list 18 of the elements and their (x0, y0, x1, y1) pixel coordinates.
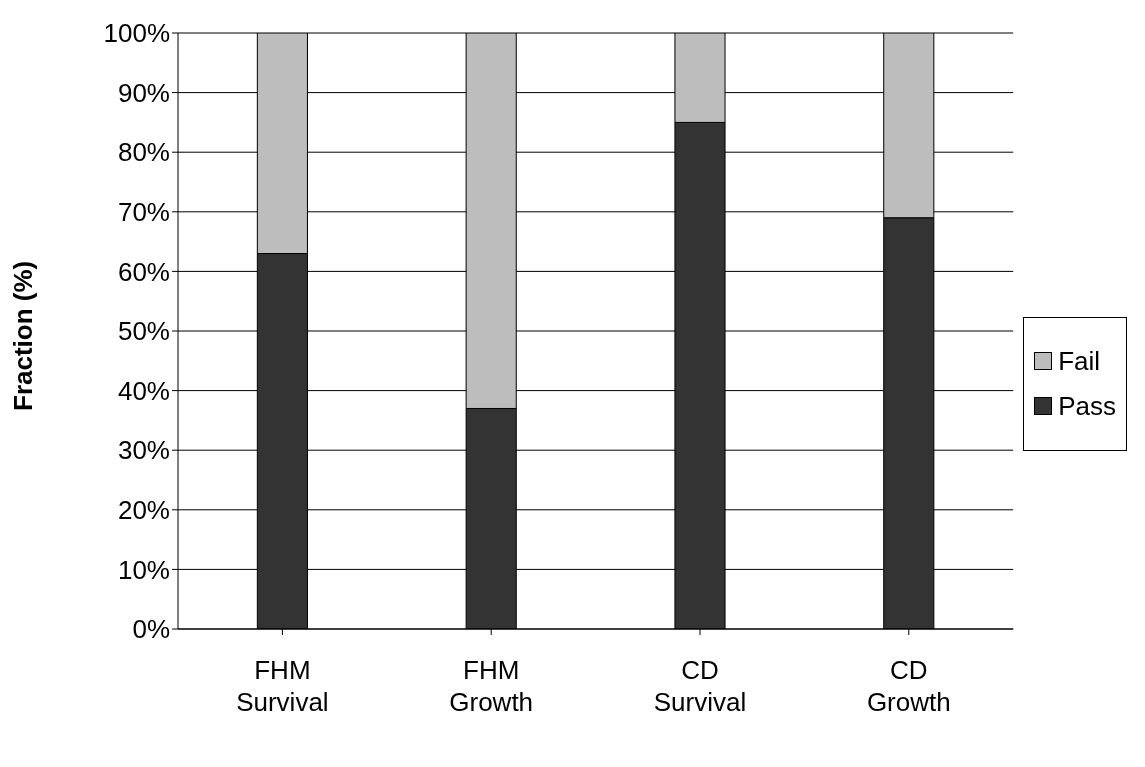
y-tick-label: 30% (117, 435, 170, 466)
y-tick-label: 100% (103, 18, 170, 49)
y-tick-label: 20% (117, 495, 170, 526)
y-tick-label: 0% (132, 614, 170, 645)
y-tick-label: 80% (117, 137, 170, 168)
x-tick-label: FHM Survival (236, 655, 329, 717)
y-axis-title: Fraction (%) (8, 260, 39, 411)
x-tick-label: FHM Growth (449, 655, 534, 717)
y-tick-label: 10% (117, 554, 170, 585)
y-tick-label: 50% (117, 316, 170, 347)
x-tick-label: CD Growth (866, 655, 951, 717)
y-tick-label: 60% (117, 256, 170, 287)
legend-label: Pass (1058, 390, 1116, 422)
y-tick-label: 40% (117, 375, 170, 406)
y-tick-label: 90% (117, 77, 170, 108)
legend-label: Fail (1058, 345, 1101, 377)
x-tick-label: CD Survival (653, 655, 747, 717)
y-tick-label: 70% (117, 197, 170, 228)
